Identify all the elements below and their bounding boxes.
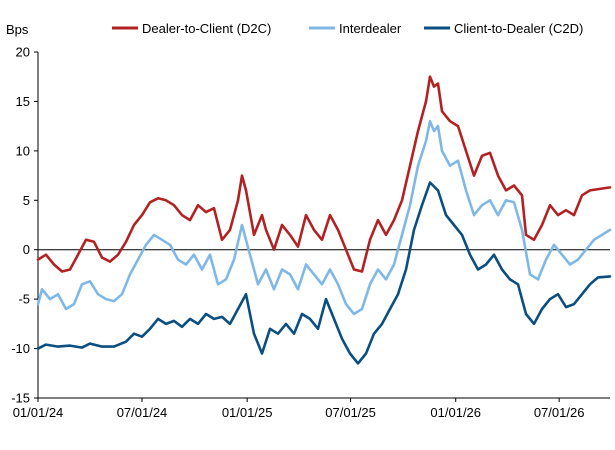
y-tick-label: 0 bbox=[23, 242, 30, 257]
y-tick-label: -15 bbox=[11, 391, 30, 406]
x-tick-label: 07/01/26 bbox=[534, 405, 585, 420]
x-tick-label: 01/01/25 bbox=[222, 405, 273, 420]
y-tick-label: 10 bbox=[16, 143, 30, 158]
y-tick-label: -5 bbox=[18, 292, 30, 307]
series-layer bbox=[36, 75, 612, 365]
legend: Dealer-to-Client (D2C) Interdealer Client-… bbox=[112, 21, 583, 36]
axes: -15 -10 -5 0 5 10 15 20 01/01/24 07/01/24 01/01/25… bbox=[11, 45, 610, 420]
legend-label-2: Interdealer bbox=[339, 21, 402, 36]
y-tick-label: 20 bbox=[16, 45, 30, 60]
series-line-2 bbox=[36, 119, 612, 316]
y-tick-label: -10 bbox=[11, 341, 30, 356]
x-tick-label: 01/01/26 bbox=[430, 405, 481, 420]
x-tick-label: 07/01/24 bbox=[117, 405, 168, 420]
series-line-1 bbox=[36, 75, 612, 273]
y-axis-label: Bps bbox=[6, 22, 29, 37]
legend-label-3: Client-to-Dealer (C2D) bbox=[454, 21, 583, 36]
x-tick-label: 07/01/25 bbox=[325, 405, 376, 420]
y-tick-label: 15 bbox=[16, 94, 30, 109]
legend-label-1: Dealer-to-Client (D2C) bbox=[142, 21, 271, 36]
y-tick-label: 5 bbox=[23, 193, 30, 208]
series-line-3 bbox=[36, 181, 612, 365]
x-tick-label: 01/01/24 bbox=[13, 405, 64, 420]
